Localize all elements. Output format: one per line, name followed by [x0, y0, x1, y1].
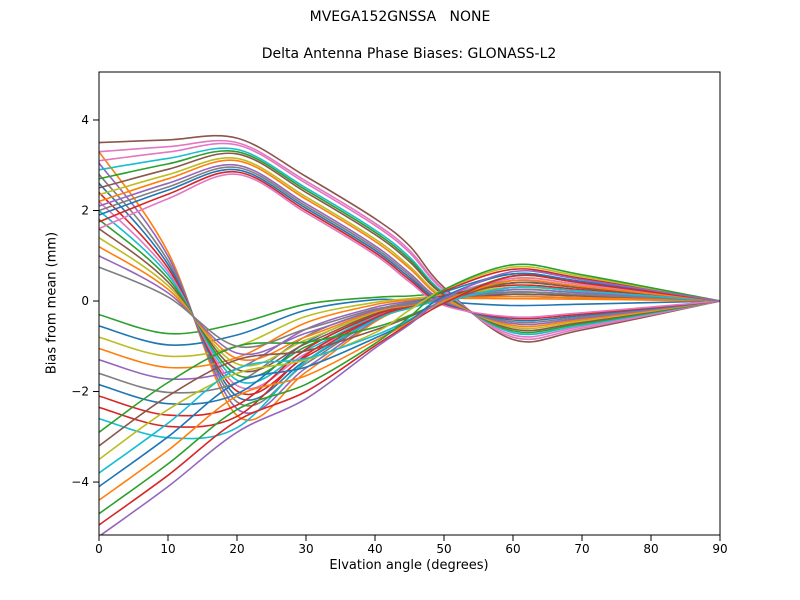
- axes-frame: [98, 71, 721, 536]
- plot-line: [99, 166, 720, 324]
- plot-line: [99, 266, 720, 349]
- x-tick-label: 90: [712, 542, 727, 556]
- plot-line: [99, 168, 720, 322]
- plot-line: [99, 134, 720, 343]
- x-axis-label: Elvation angle (degrees): [329, 558, 489, 573]
- plot-line: [99, 170, 720, 320]
- plot-line: [99, 152, 720, 332]
- plot-line: [99, 147, 720, 336]
- x-tick-label: 40: [367, 542, 382, 556]
- x-tick-label: 50: [436, 542, 451, 556]
- plot-line: [99, 274, 720, 526]
- plot-line: [99, 297, 720, 369]
- plot-line: [99, 279, 720, 501]
- plot-line: [99, 265, 720, 461]
- y-tick-label: 0: [81, 294, 89, 308]
- y-tick-label: 2: [81, 203, 89, 217]
- plot-line: [99, 286, 720, 474]
- plot-line: [99, 173, 720, 318]
- x-tick-label: 60: [505, 542, 520, 556]
- plot-line: [99, 156, 720, 330]
- plot-line: [99, 269, 720, 535]
- figure-suptitle: MVEGA152GNSSA NONE: [309, 9, 491, 25]
- plot-line: [99, 142, 720, 338]
- plot-line: [99, 268, 720, 428]
- x-tick-label: 10: [160, 542, 175, 556]
- plot-line: [99, 159, 720, 328]
- y-tick-label: −4: [71, 475, 89, 489]
- x-tick-label: 0: [95, 542, 103, 556]
- x-tick-label: 80: [643, 542, 658, 556]
- plot-line: [99, 163, 720, 326]
- plot-line: [99, 281, 720, 447]
- y-axis-label: Bias from mean (mm): [44, 231, 60, 375]
- x-tick-label: 20: [229, 542, 244, 556]
- x-tick-label: 70: [574, 542, 589, 556]
- y-tick-label: −2: [71, 385, 89, 399]
- x-tick-label: 30: [298, 542, 313, 556]
- y-tick-label: 4: [81, 113, 89, 127]
- plot-line: [99, 150, 720, 334]
- axes-title: Delta Antenna Phase Biases: GLONASS-L2: [261, 46, 557, 62]
- plot-line: [99, 263, 720, 515]
- plot-line: [99, 139, 720, 341]
